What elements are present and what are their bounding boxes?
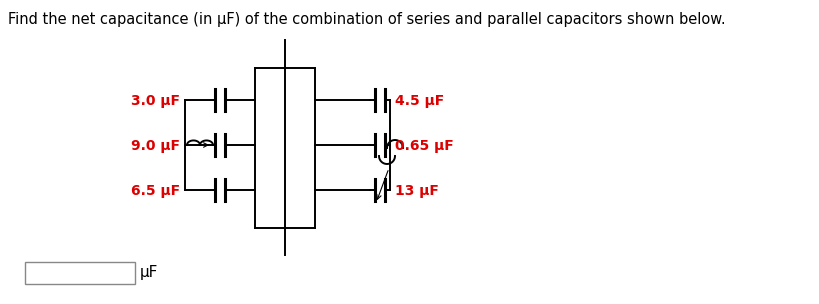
Text: μF: μF <box>140 265 158 281</box>
Text: Find the net capacitance (in μF) of the combination of series and parallel capac: Find the net capacitance (in μF) of the … <box>8 12 725 27</box>
Bar <box>25 262 135 284</box>
Text: 6.5 μF: 6.5 μF <box>131 184 180 198</box>
Text: 13 μF: 13 μF <box>395 184 438 198</box>
Text: 3.0 μF: 3.0 μF <box>131 94 180 108</box>
Text: 9.0 μF: 9.0 μF <box>131 139 180 153</box>
Text: 4.5 μF: 4.5 μF <box>395 94 444 108</box>
Text: 0.65 μF: 0.65 μF <box>395 139 453 153</box>
